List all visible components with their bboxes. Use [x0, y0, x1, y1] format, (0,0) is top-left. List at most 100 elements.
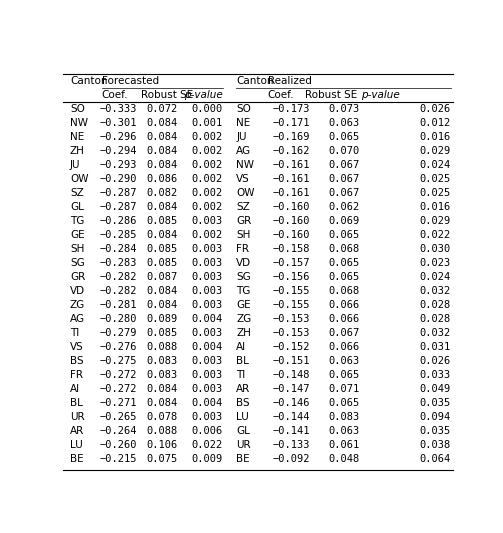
Text: −0.265: −0.265: [100, 412, 137, 422]
Text: −0.148: −0.148: [273, 370, 310, 380]
Text: 0.067: 0.067: [328, 328, 359, 338]
Text: SH: SH: [236, 230, 250, 240]
Text: 0.071: 0.071: [328, 384, 359, 394]
Text: 0.002: 0.002: [192, 146, 223, 156]
Text: SZ: SZ: [70, 188, 83, 198]
Text: OW: OW: [70, 174, 89, 184]
Text: 0.083: 0.083: [146, 370, 178, 380]
Text: 0.085: 0.085: [146, 216, 178, 226]
Text: 0.084: 0.084: [146, 300, 178, 310]
Text: 0.084: 0.084: [146, 118, 178, 128]
Text: 0.049: 0.049: [420, 384, 451, 394]
Text: 0.002: 0.002: [192, 188, 223, 198]
Text: −0.153: −0.153: [273, 328, 310, 338]
Text: Robust SE: Robust SE: [304, 90, 357, 100]
Text: 0.085: 0.085: [146, 244, 178, 254]
Text: 0.003: 0.003: [192, 370, 223, 380]
Text: Coef.: Coef.: [102, 90, 128, 100]
Text: GR: GR: [236, 216, 252, 226]
Text: −0.161: −0.161: [273, 188, 310, 198]
Text: 0.004: 0.004: [192, 314, 223, 324]
Text: 0.083: 0.083: [146, 356, 178, 366]
Text: −0.162: −0.162: [273, 146, 310, 156]
Text: 0.003: 0.003: [192, 384, 223, 394]
Text: 0.073: 0.073: [328, 104, 359, 114]
Text: p-value: p-value: [184, 90, 222, 100]
Text: −0.141: −0.141: [273, 426, 310, 436]
Text: 0.083: 0.083: [328, 412, 359, 422]
Text: TI: TI: [70, 328, 79, 338]
Text: 0.025: 0.025: [420, 188, 451, 198]
Text: 0.088: 0.088: [146, 342, 178, 352]
Text: −0.161: −0.161: [273, 174, 310, 184]
Text: −0.296: −0.296: [100, 132, 137, 142]
Text: SO: SO: [70, 104, 85, 114]
Text: 0.085: 0.085: [146, 328, 178, 338]
Text: 0.084: 0.084: [146, 398, 178, 408]
Text: −0.275: −0.275: [100, 356, 137, 366]
Text: −0.279: −0.279: [100, 328, 137, 338]
Text: 0.084: 0.084: [146, 146, 178, 156]
Text: 0.028: 0.028: [420, 300, 451, 310]
Text: −0.271: −0.271: [100, 398, 137, 408]
Text: FR: FR: [236, 244, 249, 254]
Text: 0.038: 0.038: [420, 440, 451, 450]
Text: NE: NE: [70, 132, 84, 142]
Text: 0.004: 0.004: [192, 342, 223, 352]
Text: 0.072: 0.072: [146, 104, 178, 114]
Text: −0.286: −0.286: [100, 216, 137, 226]
Text: BE: BE: [70, 454, 83, 464]
Text: Robust SE: Robust SE: [141, 90, 193, 100]
Text: SG: SG: [236, 272, 251, 282]
Text: −0.155: −0.155: [273, 286, 310, 296]
Text: −0.173: −0.173: [273, 104, 310, 114]
Text: BS: BS: [236, 398, 250, 408]
Text: −0.215: −0.215: [100, 454, 137, 464]
Text: −0.293: −0.293: [100, 160, 137, 170]
Text: −0.157: −0.157: [273, 258, 310, 268]
Text: UR: UR: [70, 412, 85, 422]
Text: GL: GL: [70, 202, 84, 212]
Text: 0.084: 0.084: [146, 384, 178, 394]
Text: −0.144: −0.144: [273, 412, 310, 422]
Text: −0.147: −0.147: [273, 384, 310, 394]
Text: 0.012: 0.012: [420, 118, 451, 128]
Text: 0.003: 0.003: [192, 286, 223, 296]
Text: VS: VS: [70, 342, 83, 352]
Text: UR: UR: [236, 440, 251, 450]
Text: ZH: ZH: [236, 328, 251, 338]
Text: −0.294: −0.294: [100, 146, 137, 156]
Text: −0.290: −0.290: [100, 174, 137, 184]
Text: 0.075: 0.075: [146, 454, 178, 464]
Text: TI: TI: [236, 370, 245, 380]
Text: 0.029: 0.029: [420, 216, 451, 226]
Text: 0.003: 0.003: [192, 272, 223, 282]
Text: BS: BS: [70, 356, 83, 366]
Text: −0.284: −0.284: [100, 244, 137, 254]
Text: −0.171: −0.171: [273, 118, 310, 128]
Text: AG: AG: [236, 146, 252, 156]
Text: 0.087: 0.087: [146, 272, 178, 282]
Text: −0.151: −0.151: [273, 356, 310, 366]
Text: AI: AI: [70, 384, 80, 394]
Text: 0.023: 0.023: [420, 258, 451, 268]
Text: VD: VD: [236, 258, 252, 268]
Text: 0.016: 0.016: [420, 132, 451, 142]
Text: 0.070: 0.070: [328, 146, 359, 156]
Text: −0.160: −0.160: [273, 216, 310, 226]
Text: −0.092: −0.092: [273, 454, 310, 464]
Text: BE: BE: [236, 454, 250, 464]
Text: −0.158: −0.158: [273, 244, 310, 254]
Text: 0.003: 0.003: [192, 258, 223, 268]
Text: −0.152: −0.152: [273, 342, 310, 352]
Text: BL: BL: [70, 398, 83, 408]
Text: 0.004: 0.004: [192, 398, 223, 408]
Text: 0.003: 0.003: [192, 244, 223, 254]
Text: 0.035: 0.035: [420, 426, 451, 436]
Text: Canton: Canton: [236, 76, 274, 86]
Text: SG: SG: [70, 258, 85, 268]
Text: −0.155: −0.155: [273, 300, 310, 310]
Text: 0.085: 0.085: [146, 258, 178, 268]
Text: −0.161: −0.161: [273, 160, 310, 170]
Text: 0.003: 0.003: [192, 356, 223, 366]
